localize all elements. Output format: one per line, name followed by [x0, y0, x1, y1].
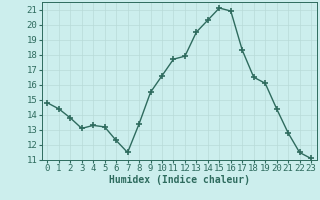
X-axis label: Humidex (Indice chaleur): Humidex (Indice chaleur)	[109, 175, 250, 185]
